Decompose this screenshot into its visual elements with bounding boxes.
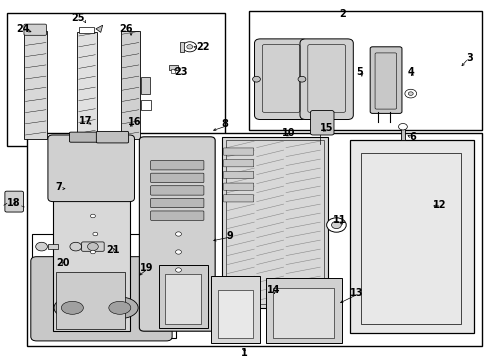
FancyBboxPatch shape: [150, 161, 203, 170]
Circle shape: [183, 42, 196, 52]
Circle shape: [326, 218, 346, 232]
FancyBboxPatch shape: [223, 160, 253, 167]
Circle shape: [70, 242, 81, 251]
Text: 4: 4: [407, 67, 413, 77]
Circle shape: [186, 45, 192, 49]
Circle shape: [331, 221, 341, 229]
FancyBboxPatch shape: [96, 131, 128, 143]
FancyBboxPatch shape: [139, 137, 215, 331]
Circle shape: [87, 243, 98, 251]
Bar: [349, 140, 473, 333]
Bar: [165, 274, 201, 324]
Bar: [170, 69, 174, 73]
Circle shape: [175, 268, 181, 272]
FancyBboxPatch shape: [5, 191, 23, 212]
Bar: [121, 31, 140, 139]
Polygon shape: [53, 140, 134, 331]
Text: 19: 19: [140, 263, 153, 273]
Bar: [400, 129, 404, 140]
Bar: [249, 11, 481, 130]
Bar: [48, 244, 58, 249]
Text: 6: 6: [409, 132, 416, 142]
Bar: [79, 27, 94, 33]
Text: 2: 2: [338, 9, 345, 19]
Circle shape: [298, 76, 305, 82]
Bar: [218, 290, 253, 338]
Bar: [7, 13, 224, 146]
Text: 23: 23: [174, 67, 187, 77]
Circle shape: [90, 214, 95, 218]
FancyBboxPatch shape: [150, 198, 203, 208]
Bar: [265, 278, 341, 343]
Circle shape: [175, 250, 181, 254]
Bar: [180, 42, 183, 52]
Bar: [272, 288, 333, 338]
Bar: [56, 272, 124, 329]
FancyBboxPatch shape: [150, 186, 203, 195]
Circle shape: [175, 232, 181, 236]
FancyBboxPatch shape: [223, 171, 253, 179]
Bar: [159, 265, 207, 328]
Ellipse shape: [61, 301, 83, 314]
Ellipse shape: [101, 297, 138, 319]
FancyBboxPatch shape: [150, 211, 203, 220]
Text: 3: 3: [465, 53, 472, 63]
Text: 10: 10: [281, 128, 295, 138]
FancyBboxPatch shape: [24, 24, 46, 35]
Text: 16: 16: [127, 117, 141, 127]
Bar: [27, 133, 481, 346]
Text: 15: 15: [319, 123, 333, 133]
FancyBboxPatch shape: [299, 39, 352, 120]
Bar: [360, 153, 460, 324]
Text: 8: 8: [221, 119, 228, 129]
Text: 12: 12: [432, 200, 446, 210]
Bar: [168, 65, 178, 70]
FancyBboxPatch shape: [69, 132, 99, 142]
Bar: [141, 100, 150, 110]
Circle shape: [90, 250, 95, 254]
Text: 17: 17: [79, 116, 92, 126]
FancyBboxPatch shape: [31, 257, 172, 341]
Text: 9: 9: [226, 231, 233, 241]
Circle shape: [36, 242, 47, 251]
Bar: [222, 137, 327, 308]
FancyBboxPatch shape: [223, 148, 253, 155]
Text: 7: 7: [55, 182, 62, 192]
Circle shape: [93, 232, 98, 236]
FancyBboxPatch shape: [223, 195, 253, 202]
Text: 21: 21: [106, 245, 120, 255]
Text: 14: 14: [266, 285, 280, 295]
FancyBboxPatch shape: [310, 111, 333, 135]
FancyBboxPatch shape: [223, 183, 253, 190]
Text: 25: 25: [71, 13, 85, 23]
Text: 13: 13: [349, 288, 363, 298]
Circle shape: [252, 76, 260, 82]
Text: 20: 20: [56, 258, 69, 268]
Text: 18: 18: [7, 198, 20, 208]
FancyBboxPatch shape: [48, 135, 134, 202]
Circle shape: [407, 92, 412, 95]
Text: 5: 5: [355, 67, 362, 77]
Bar: [77, 32, 97, 137]
Circle shape: [404, 89, 416, 98]
Circle shape: [398, 123, 407, 130]
Bar: [141, 77, 149, 94]
Ellipse shape: [108, 301, 130, 314]
Text: 11: 11: [332, 215, 346, 225]
Ellipse shape: [54, 297, 91, 319]
FancyBboxPatch shape: [81, 242, 104, 251]
Text: 24: 24: [17, 24, 30, 34]
Bar: [211, 276, 260, 343]
Bar: [225, 140, 323, 304]
Circle shape: [175, 286, 181, 290]
Polygon shape: [96, 25, 102, 32]
Text: 26: 26: [119, 24, 133, 34]
FancyBboxPatch shape: [150, 173, 203, 183]
FancyBboxPatch shape: [369, 47, 401, 113]
Text: 1: 1: [241, 348, 247, 358]
Text: 22: 22: [196, 42, 209, 52]
Bar: [24, 31, 47, 139]
Bar: [32, 234, 176, 338]
FancyBboxPatch shape: [254, 39, 307, 120]
